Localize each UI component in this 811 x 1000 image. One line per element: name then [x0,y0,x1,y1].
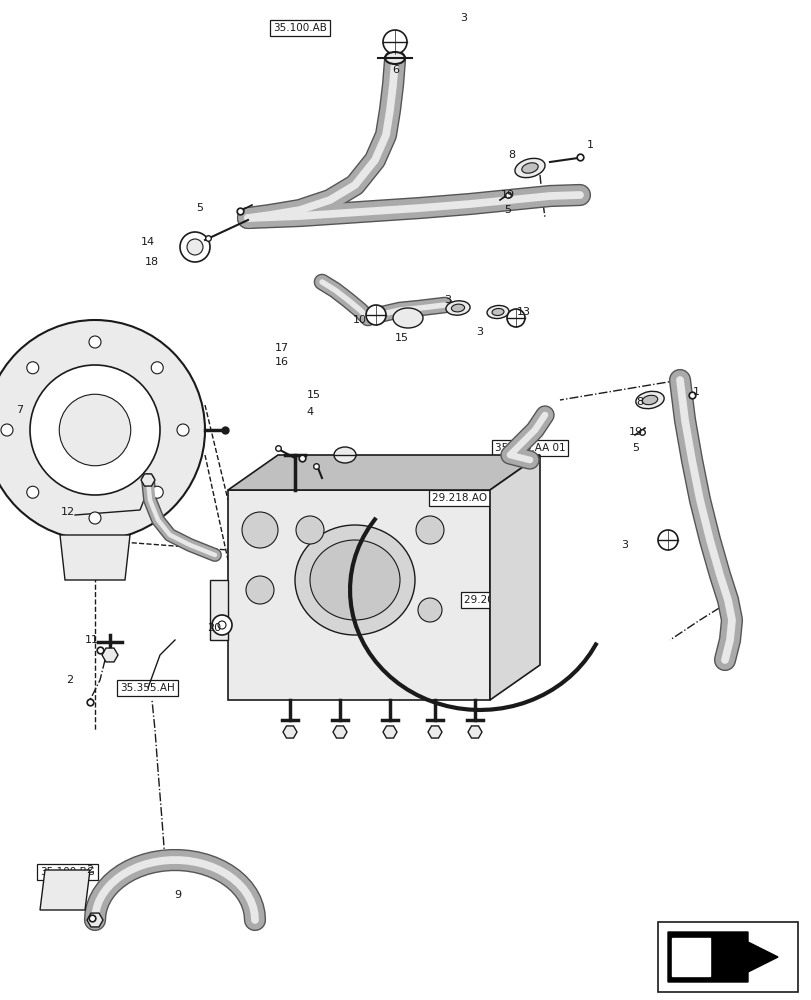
Text: 6: 6 [392,65,399,75]
Polygon shape [210,580,228,640]
Polygon shape [427,726,441,738]
Text: 4: 4 [306,407,313,417]
Text: 19: 19 [500,190,514,200]
Circle shape [418,598,441,622]
Polygon shape [228,455,539,490]
Circle shape [242,512,277,548]
Ellipse shape [635,391,663,409]
Circle shape [151,486,163,498]
Ellipse shape [333,447,355,463]
Circle shape [212,615,232,635]
Text: 17: 17 [275,343,289,353]
Text: 19: 19 [629,427,642,437]
Text: 3: 3 [460,13,467,23]
Polygon shape [40,870,90,910]
Text: 35.355.AH: 35.355.AH [121,683,175,693]
Circle shape [30,365,160,495]
Ellipse shape [521,163,538,173]
Circle shape [180,232,210,262]
Text: 18: 18 [144,257,159,267]
Ellipse shape [445,301,470,315]
Circle shape [27,486,39,498]
Text: 29.204.AB 07: 29.204.AB 07 [463,595,534,605]
Text: 8: 8 [636,397,643,407]
Ellipse shape [514,158,544,178]
Text: 15: 15 [307,390,320,400]
Circle shape [506,309,525,327]
Polygon shape [87,913,103,927]
Polygon shape [383,726,397,738]
Circle shape [415,516,444,544]
Text: 1: 1 [586,140,593,150]
Circle shape [59,394,131,466]
Ellipse shape [642,395,657,405]
Circle shape [296,516,324,544]
Text: 3: 3 [620,540,628,550]
Text: 35.100.BG: 35.100.BG [41,867,95,877]
Text: 3: 3 [476,327,483,337]
Ellipse shape [487,305,508,319]
Polygon shape [60,535,130,580]
Text: 35.220.AA 01: 35.220.AA 01 [494,443,564,453]
Circle shape [177,424,189,436]
Circle shape [89,512,101,524]
Circle shape [187,239,203,255]
Polygon shape [657,922,797,992]
Text: 20: 20 [207,623,221,633]
Polygon shape [333,726,346,738]
Circle shape [151,362,163,374]
Circle shape [1,424,13,436]
Text: 8: 8 [508,150,515,160]
Polygon shape [283,726,297,738]
Text: 29.218.AO 07: 29.218.AO 07 [431,493,503,503]
Text: 5: 5 [196,203,204,213]
Polygon shape [228,490,489,700]
Text: 3: 3 [444,295,451,305]
Ellipse shape [310,540,400,620]
Circle shape [27,362,39,374]
Ellipse shape [451,304,464,312]
Circle shape [383,30,406,54]
Polygon shape [672,938,709,976]
Polygon shape [489,455,539,700]
Text: 10: 10 [353,315,367,325]
Text: 35.100.AB: 35.100.AB [272,23,327,33]
Circle shape [0,320,204,540]
Polygon shape [467,726,482,738]
Ellipse shape [384,52,405,64]
Text: 2: 2 [86,865,93,875]
Ellipse shape [294,525,414,635]
Circle shape [246,576,273,604]
Text: 2: 2 [67,675,74,685]
Ellipse shape [491,308,504,316]
Text: 14: 14 [141,237,155,247]
Text: 9: 9 [174,890,182,900]
Text: 13: 13 [517,307,530,317]
Circle shape [366,305,385,325]
Text: 16: 16 [275,357,289,367]
Text: 1: 1 [692,387,698,397]
Text: 7: 7 [16,405,24,415]
Polygon shape [667,932,777,982]
Ellipse shape [393,308,423,328]
Text: 12: 12 [61,507,75,517]
Polygon shape [102,648,118,662]
Text: 15: 15 [394,333,409,343]
Circle shape [89,336,101,348]
Text: 5: 5 [504,205,511,215]
Text: 11: 11 [85,635,99,645]
Circle shape [657,530,677,550]
Text: 5: 5 [632,443,639,453]
Circle shape [217,621,225,629]
Polygon shape [141,474,155,486]
